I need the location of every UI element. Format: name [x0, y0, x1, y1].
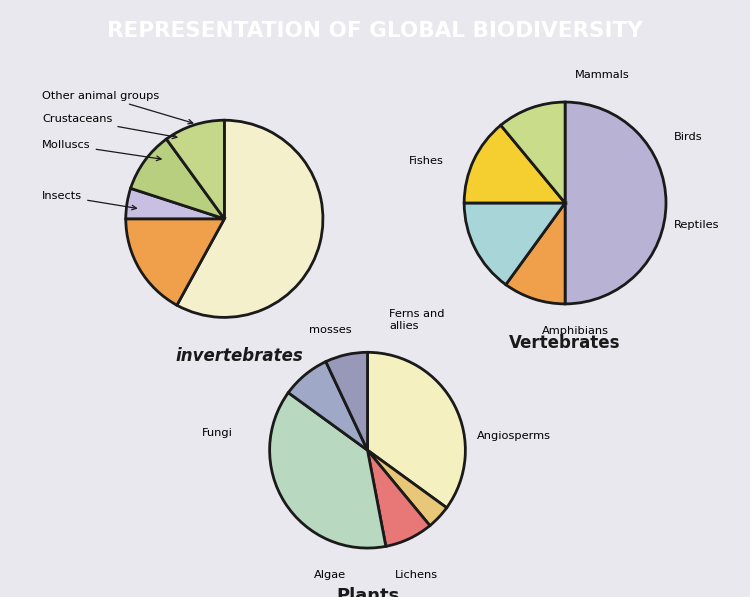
Wedge shape — [288, 362, 368, 450]
Text: Mammals: Mammals — [575, 70, 630, 80]
Text: Crustaceans: Crustaceans — [42, 114, 177, 139]
Text: Plants: Plants — [336, 587, 399, 597]
Wedge shape — [501, 102, 565, 203]
Wedge shape — [368, 450, 447, 525]
Text: Birds: Birds — [674, 133, 703, 143]
Text: Fishes: Fishes — [409, 156, 443, 165]
Wedge shape — [464, 203, 565, 285]
Text: Molluscs: Molluscs — [42, 140, 161, 161]
Text: REPRESENTATION OF GLOBAL BIODIVERSITY: REPRESENTATION OF GLOBAL BIODIVERSITY — [107, 21, 643, 41]
Text: Other animal groups: Other animal groups — [42, 91, 193, 124]
Text: Fungi: Fungi — [202, 427, 232, 438]
Wedge shape — [368, 450, 430, 546]
Text: Insects: Insects — [42, 191, 136, 210]
Wedge shape — [326, 352, 368, 450]
Text: Vertebrates: Vertebrates — [509, 334, 621, 352]
Wedge shape — [565, 102, 666, 304]
Wedge shape — [464, 125, 565, 203]
Text: Algae: Algae — [314, 570, 346, 580]
Wedge shape — [166, 120, 224, 219]
Wedge shape — [126, 188, 224, 219]
Wedge shape — [177, 120, 323, 318]
Wedge shape — [126, 219, 224, 305]
Wedge shape — [506, 203, 565, 304]
Wedge shape — [130, 139, 224, 219]
Text: Reptiles: Reptiles — [674, 220, 719, 230]
Text: Lichens: Lichens — [394, 570, 438, 580]
Text: Amphibians: Amphibians — [542, 326, 609, 336]
Text: Ferns and
allies: Ferns and allies — [389, 309, 445, 331]
Text: Angiosperms: Angiosperms — [477, 430, 551, 441]
Wedge shape — [368, 352, 465, 507]
Text: mosses: mosses — [309, 325, 352, 335]
Wedge shape — [270, 393, 386, 548]
Text: invertebrates: invertebrates — [176, 347, 303, 365]
